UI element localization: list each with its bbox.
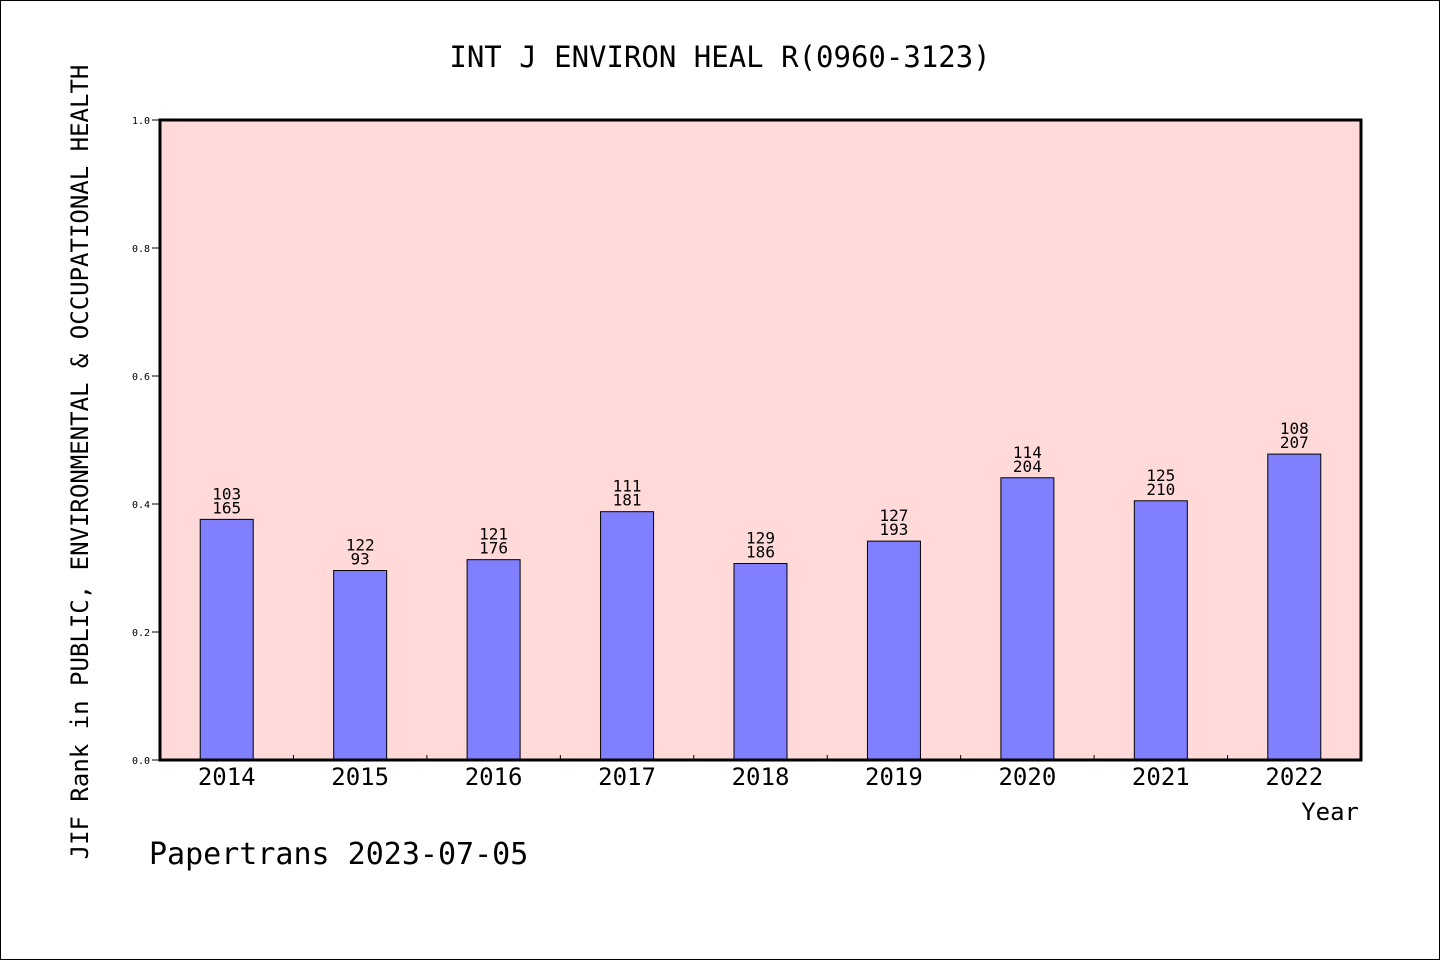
bar-rank-label-2022: 108 (1280, 419, 1309, 438)
bar-2015 (333, 570, 388, 761)
plot-border (158, 118, 1363, 762)
bar-rank-label-2019: 127 (879, 506, 908, 525)
bar-total-label-2020: 204 (1013, 457, 1042, 476)
bar-rank-label-2017: 111 (613, 477, 642, 496)
y-tick-label-1.0: 1.0 (132, 116, 150, 127)
bar-2019 (866, 540, 921, 761)
x-tick-label-2017: 2017 (598, 763, 656, 791)
x-tick-label-2015: 2015 (331, 763, 389, 791)
bar-2017 (600, 511, 655, 761)
x-tick-label-2021: 2021 (1132, 763, 1190, 791)
bars-group: 1031651229312117611118112918612719311420… (199, 419, 1322, 761)
bar-rank-label-2016: 121 (479, 525, 508, 544)
bar-rank-label-2020: 114 (1013, 443, 1042, 462)
y-tick-label-0.4: 0.4 (132, 500, 150, 511)
bar-rank-label-2018: 129 (746, 529, 775, 548)
bar-rank-label-2014: 103 (212, 484, 241, 503)
bar-2022 (1267, 453, 1322, 761)
footer-text: Papertrans 2023-07-05 (149, 837, 528, 872)
bar-total-label-2019: 193 (879, 520, 908, 539)
bar-2021 (1133, 500, 1188, 761)
chart-title: INT J ENVIRON HEAL R(0960-3123) (449, 40, 990, 74)
x-tick-label-2016: 2016 (465, 763, 523, 791)
bar-total-label-2022: 207 (1280, 433, 1309, 452)
bar-total-label-2015: 93 (351, 550, 370, 569)
x-ticks-group: 2014 2015 2016 2017 2018 2019 2020 2021 2022 (198, 755, 1323, 791)
x-tick-label-2019: 2019 (865, 763, 923, 791)
bar-2020 (1000, 477, 1055, 761)
y-tick-label-0.0: 0.0 (132, 756, 150, 767)
x-tick-label-2014: 2014 (198, 763, 256, 791)
y-axis-label: JIF Rank in PUBLIC, ENVIRONMENTAL & OCCU… (66, 65, 94, 860)
bar-2018 (733, 563, 788, 761)
bar-rank-label-2015: 122 (346, 536, 375, 555)
bar-total-label-2021: 210 (1146, 480, 1175, 499)
bar-total-label-2017: 181 (613, 491, 642, 510)
x-tick-label-2020: 2020 (998, 763, 1056, 791)
y-tick-label-0.8: 0.8 (132, 244, 150, 255)
bar-2016 (466, 559, 521, 761)
y-tick-label-0.6: 0.6 (132, 372, 150, 383)
bar-total-label-2018: 186 (746, 543, 775, 562)
bar-total-label-2016: 176 (479, 539, 508, 558)
x-axis-label: Year (1301, 798, 1359, 826)
y-ticks-group: 0.0 0.2 0.4 0.6 0.8 1.0 (132, 116, 160, 767)
x-tick-label-2022: 2022 (1265, 763, 1323, 791)
x-tick-label-2018: 2018 (732, 763, 790, 791)
bar-total-label-2014: 165 (212, 498, 241, 517)
bar-2014 (199, 518, 254, 761)
y-tick-label-0.2: 0.2 (132, 628, 150, 639)
bar-rank-label-2021: 125 (1146, 466, 1175, 485)
